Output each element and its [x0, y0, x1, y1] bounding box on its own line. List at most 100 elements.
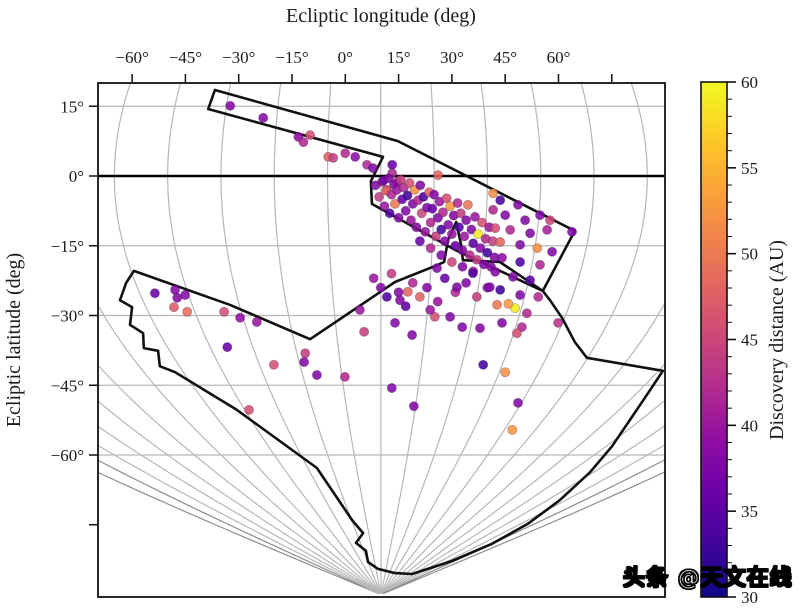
detection-point: [402, 190, 413, 201]
detection-point: [477, 217, 488, 228]
detection-point: [491, 299, 502, 310]
detection-point: [451, 282, 462, 293]
detection-point: [533, 291, 544, 302]
detection-point: [457, 261, 468, 272]
meridian-line: [220, 83, 381, 594]
meridian-line: [98, 459, 380, 595]
detection-point: [219, 306, 230, 317]
detection-point: [535, 259, 546, 270]
meridian-line: [98, 304, 381, 595]
detection-point: [496, 317, 507, 328]
detection-point: [441, 193, 452, 204]
meridian-line: [382, 459, 665, 595]
detection-point: [367, 163, 378, 174]
detection-point: [387, 159, 398, 170]
detection-point: [431, 263, 442, 274]
detection-point: [393, 212, 404, 223]
detection-point: [450, 240, 461, 251]
detection-point: [535, 210, 546, 221]
meridian-line: [381, 83, 648, 595]
meridian-line: [98, 444, 380, 595]
detection-point: [507, 424, 518, 435]
detection-point: [516, 322, 527, 333]
detection-point: [421, 282, 432, 293]
detection-point: [445, 311, 456, 322]
x-tick-label: 15°: [387, 48, 411, 67]
detection-point: [490, 223, 501, 234]
detection-point: [430, 231, 441, 242]
x-axis-ticks: −60° −45° −30° −15° 0° 15° 30° 45° 60°: [115, 48, 613, 83]
detection-point: [461, 277, 472, 288]
meridian-line: [98, 400, 380, 595]
detection-point: [503, 298, 514, 309]
colorbar-tick-label: 50: [741, 245, 758, 264]
detection-point: [505, 224, 516, 235]
detection-point: [467, 268, 478, 279]
x-tick-label: 30°: [440, 48, 464, 67]
detection-point: [473, 229, 484, 240]
y-axis-label: Ecliptic latitude (deg): [3, 253, 25, 427]
detection-point: [180, 289, 191, 300]
detection-point: [225, 100, 236, 111]
colorbar-gradient: [700, 81, 728, 598]
detection-point: [311, 369, 322, 380]
x-tick-label: −15°: [275, 48, 308, 67]
detection-point: [471, 291, 482, 302]
detection-point: [511, 328, 522, 339]
detection-point: [439, 273, 450, 284]
colorbar-tick-label: 35: [741, 502, 758, 521]
detection-point: [386, 382, 397, 393]
watermark-toutiao: 头条 @天文在线: [622, 565, 793, 591]
detection-point: [420, 226, 431, 237]
detection-point: [298, 137, 309, 148]
colorbar-tick-label: 45: [741, 331, 758, 350]
detection-point: [340, 148, 351, 159]
detection-point: [510, 303, 521, 314]
detection-point: [368, 273, 379, 284]
detection-point: [389, 198, 400, 209]
detection-point: [429, 189, 440, 200]
detection-point: [400, 205, 411, 216]
detection-point: [328, 152, 339, 163]
detection-point: [446, 256, 457, 267]
detection-point: [299, 356, 310, 367]
detection-point: [425, 243, 436, 254]
detection-point: [375, 282, 386, 293]
detection-point: [439, 236, 450, 247]
meridian-line: [98, 425, 380, 595]
detection-point: [407, 329, 418, 340]
detection-point: [466, 224, 477, 235]
y-tick-label: −60°: [51, 446, 84, 465]
detection-point: [182, 306, 193, 317]
detection-point: [542, 224, 553, 235]
detection-point: [268, 359, 279, 370]
detection-point: [469, 211, 480, 222]
x-tick-label: −30°: [222, 48, 255, 67]
meridian-line: [382, 424, 665, 595]
detection-point: [488, 188, 499, 199]
detection-point: [532, 243, 543, 254]
meridian-line: [382, 444, 665, 595]
detection-point: [436, 250, 447, 261]
detection-point: [359, 326, 370, 337]
colorbar-tick-label: 30: [741, 588, 758, 607]
detection-point: [525, 228, 536, 239]
y-tick-label: 0°: [69, 167, 84, 186]
colorbar: 30 35 40 45 50 55 60 Discovery distance (AU): [700, 73, 788, 607]
detection-point: [495, 284, 506, 295]
detection-point: [553, 317, 564, 328]
detection-point: [374, 191, 385, 202]
detection-point: [432, 170, 443, 181]
scatter-points: [149, 100, 578, 435]
x-tick-label: 60°: [547, 48, 571, 67]
detection-point: [515, 256, 526, 267]
detection-point: [488, 204, 499, 215]
detection-point: [496, 252, 507, 263]
colorbar-tick-label: 60: [741, 73, 758, 92]
detection-point: [404, 177, 415, 188]
x-tick-label: 0°: [338, 48, 353, 67]
detection-point: [243, 404, 254, 415]
detection-point: [425, 217, 436, 228]
detection-point: [379, 201, 390, 212]
